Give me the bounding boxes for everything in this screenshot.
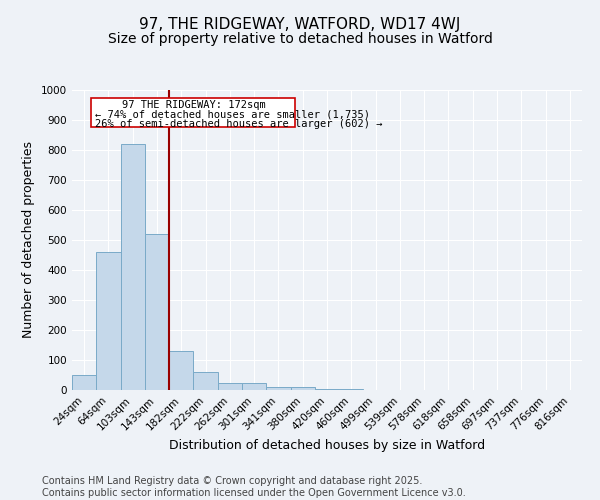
Bar <box>218 382 242 390</box>
Y-axis label: Number of detached properties: Number of detached properties <box>22 142 35 338</box>
Bar <box>193 372 218 390</box>
Bar <box>145 234 169 390</box>
Bar <box>315 388 339 390</box>
Bar <box>242 382 266 390</box>
Bar <box>91 98 295 126</box>
Text: ← 74% of detached houses are smaller (1,735): ← 74% of detached houses are smaller (1,… <box>95 110 370 120</box>
Bar <box>121 144 145 390</box>
Text: Contains HM Land Registry data © Crown copyright and database right 2025.
Contai: Contains HM Land Registry data © Crown c… <box>42 476 466 498</box>
Bar <box>96 252 121 390</box>
Bar <box>266 387 290 390</box>
X-axis label: Distribution of detached houses by size in Watford: Distribution of detached houses by size … <box>169 438 485 452</box>
Text: 97, THE RIDGEWAY, WATFORD, WD17 4WJ: 97, THE RIDGEWAY, WATFORD, WD17 4WJ <box>139 18 461 32</box>
Text: 26% of semi-detached houses are larger (602) →: 26% of semi-detached houses are larger (… <box>95 119 383 129</box>
Text: 97 THE RIDGEWAY: 172sqm: 97 THE RIDGEWAY: 172sqm <box>122 100 265 110</box>
Bar <box>290 387 315 390</box>
Bar <box>72 375 96 390</box>
Bar <box>169 351 193 390</box>
Text: Size of property relative to detached houses in Watford: Size of property relative to detached ho… <box>107 32 493 46</box>
